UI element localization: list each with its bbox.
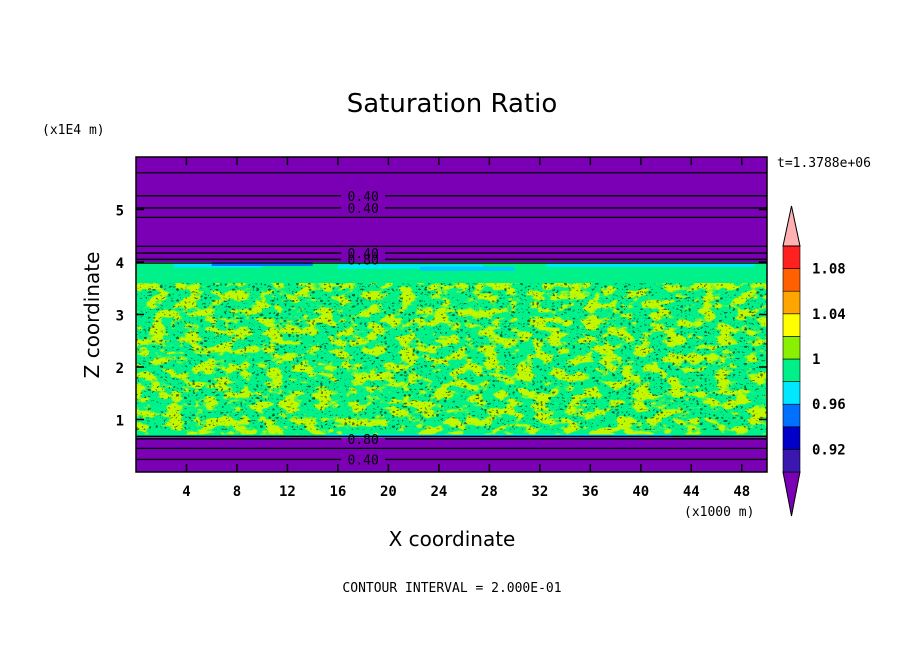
colorbar-segment [782, 313, 801, 337]
colorbar-segment [782, 290, 801, 315]
colorbar-segment [782, 381, 801, 405]
plot-area: 0.400.400.400.800.800.40 [136, 157, 767, 472]
colorbar-over-triangle [782, 205, 801, 247]
cloud-top-highlight [419, 266, 515, 271]
x-axis-label: X coordinate [389, 527, 516, 551]
contour-label: 0.80 [348, 253, 379, 268]
contour-label: 0.80 [348, 433, 379, 448]
x-tick-label: 12 [279, 484, 296, 500]
contour-label: 0.40 [348, 190, 379, 205]
colorbar-segment [782, 245, 801, 269]
colorbar-label: 1 [812, 352, 820, 368]
cloud-top-highlight [211, 262, 313, 266]
cloud-top-highlight [337, 264, 484, 269]
cloud-top-highlight [546, 263, 755, 268]
x-tick-label: 40 [632, 484, 649, 500]
time-label: t=1.3788e+06 [777, 156, 871, 171]
y-tick-label: 4 [116, 256, 124, 272]
x-tick-label: 20 [380, 484, 397, 500]
colorbar-segment [782, 426, 801, 450]
y-axis: 1 2 3 4 5 [116, 204, 767, 430]
y-tick-label: 1 [116, 414, 124, 430]
y-unit-label: (x1E4 m) [42, 123, 105, 138]
contour-interval-note: CONTOUR INTERVAL = 2.000E-01 [342, 581, 561, 596]
colorbar-label: 0.96 [812, 397, 846, 413]
colorbar-segment [782, 358, 801, 382]
colorbar-label: 0.92 [812, 442, 846, 458]
colorbar: 1.08 1.04 1 0.96 0.92 [782, 205, 846, 517]
y-tick-label: 3 [116, 309, 124, 325]
contour-speckle [136, 283, 767, 430]
x-tick-label: 16 [329, 484, 346, 500]
colorbar-segment [782, 268, 801, 292]
y-tick-label: 2 [116, 361, 124, 377]
colorbar-under-triangle [782, 471, 801, 517]
x-tick-label: 8 [233, 484, 241, 500]
x-tick-label: 48 [733, 484, 750, 500]
y-tick-label: 5 [116, 204, 124, 220]
colorbar-label: 1.04 [812, 307, 846, 323]
colorbar-segment [782, 403, 801, 428]
y-axis-label: Z coordinate [80, 252, 104, 379]
x-tick-label: 44 [683, 484, 700, 500]
contour-label: 0.40 [348, 453, 379, 468]
contour-label: 0.40 [348, 247, 379, 262]
x-axis: 4 8 12 16 20 24 28 32 36 40 44 48 [182, 157, 750, 500]
chart-title: Saturation Ratio [347, 89, 558, 119]
x-tick-label: 24 [430, 484, 447, 500]
x-tick-label: 32 [531, 484, 548, 500]
colorbar-segment [782, 449, 801, 473]
x-unit-label: (x1000 m) [684, 505, 754, 520]
contour-label: 0.40 [348, 202, 379, 217]
x-tick-label: 28 [481, 484, 498, 500]
colorbar-label: 1.08 [812, 262, 846, 278]
x-tick-label: 36 [582, 484, 599, 500]
colorbar-segment [782, 336, 801, 360]
x-tick-label: 4 [182, 484, 190, 500]
